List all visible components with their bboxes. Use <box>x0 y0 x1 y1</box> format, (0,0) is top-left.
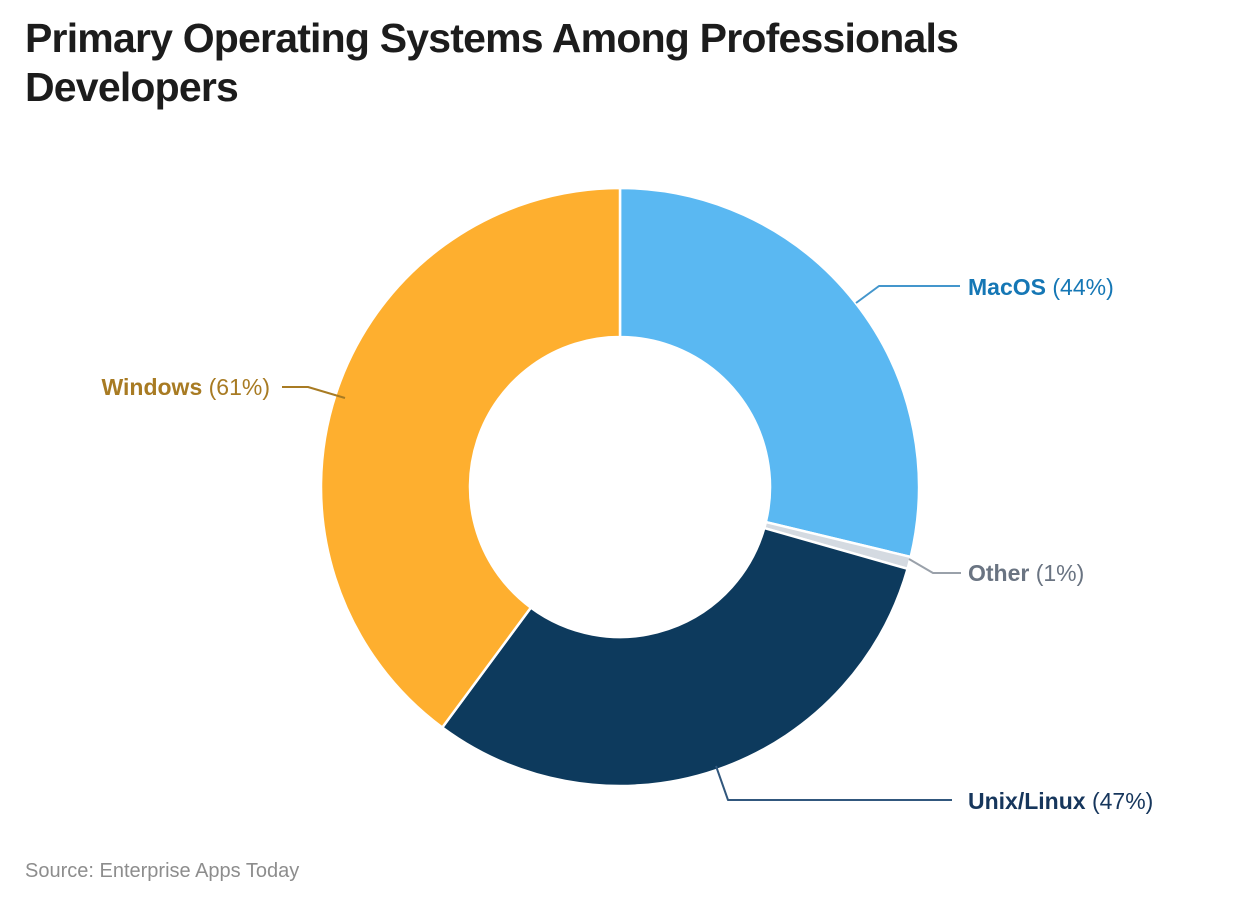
leader-line-macos <box>855 285 960 304</box>
source-note: Source: Enterprise Apps Today <box>25 860 300 882</box>
chart-title-line2: Developers <box>25 64 239 110</box>
leader-line-other <box>908 558 961 574</box>
slice-label-macos: MacOS (44%) <box>968 273 1114 301</box>
leader-line-unix-linux <box>715 765 952 801</box>
slice-windows <box>319 186 622 729</box>
slice-label-windows-value: (61%) <box>208 374 270 400</box>
leader-line-windows <box>282 386 346 399</box>
slice-label-macos-name: MacOS <box>968 274 1046 300</box>
chart-title: Primary Operating Systems Among Professi… <box>25 14 959 112</box>
slice-label-other-value: (1%) <box>1035 560 1085 586</box>
chart-title-line1: Primary Operating Systems Among Professi… <box>25 15 959 61</box>
slice-label-unix-linux: Unix/Linux (47%) <box>968 787 1153 815</box>
slice-label-windows-name: Windows <box>101 374 203 400</box>
slice-unix-linux <box>441 526 909 788</box>
slice-macos <box>618 186 921 559</box>
slice-label-other-name: Other <box>968 560 1030 586</box>
slice-label-windows: Windows (61%) <box>102 373 270 401</box>
slice-label-macos-value: (44%) <box>1052 274 1114 300</box>
slice-label-unix-linux-name: Unix/Linux <box>968 788 1086 814</box>
slice-label-unix-linux-value: (47%) <box>1091 788 1154 814</box>
slice-label-other: Other (1%) <box>968 559 1084 587</box>
